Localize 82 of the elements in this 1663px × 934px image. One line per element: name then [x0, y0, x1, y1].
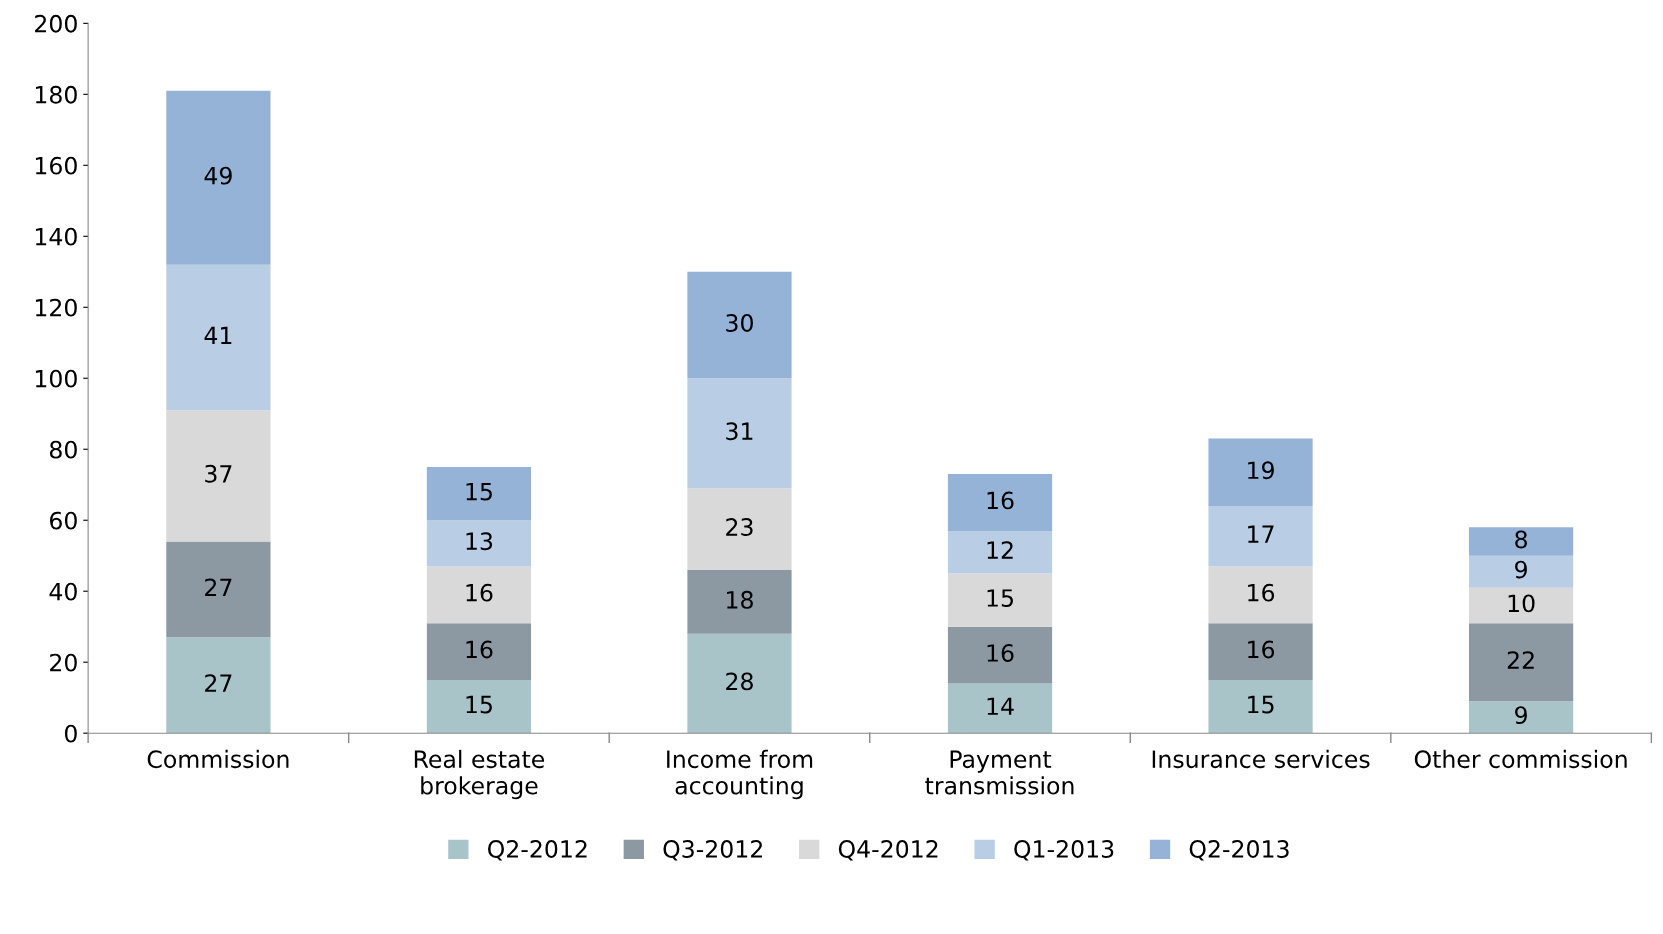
bar: [166, 410, 271, 542]
data-label: 41: [204, 326, 232, 344]
data-label: 19: [1248, 461, 1274, 480]
bar: [1208, 623, 1313, 680]
data-label: 13: [466, 532, 493, 551]
data-label: 17: [1248, 525, 1274, 543]
data-label: 28: [726, 672, 753, 691]
data-label: 16: [1248, 640, 1275, 659]
bar: [166, 90, 271, 265]
data-label: 37: [205, 464, 232, 483]
bar: [1468, 527, 1574, 556]
bar: [1468, 623, 1574, 702]
y-tick-label: 200: [35, 14, 77, 33]
y-tick-label: 40: [49, 582, 77, 601]
bar: [687, 488, 792, 570]
data-label: 15: [466, 482, 492, 501]
data-label: 16: [1248, 583, 1275, 602]
data-label: 15: [987, 589, 1013, 607]
bar: [947, 683, 1053, 734]
data-label: 31: [726, 422, 753, 441]
data-label: 22: [1507, 651, 1534, 669]
y-tick-label: 80: [49, 440, 77, 459]
x-tick-label: Payment transmission: [925, 750, 1074, 795]
bar: [1468, 555, 1574, 588]
data-label: 12: [987, 541, 1013, 559]
data-label: 18: [727, 590, 753, 609]
data-label: 16: [987, 644, 1014, 662]
x-tick-label: Income from accounting: [667, 749, 813, 800]
bar: [426, 520, 532, 567]
bar: [1208, 566, 1313, 624]
bar: [166, 264, 271, 411]
data-label: 27: [205, 674, 232, 692]
bar: [687, 378, 792, 489]
y-tick-label: 120: [35, 298, 77, 317]
y-tick-label: 140: [35, 227, 77, 246]
y-tick-label: 20: [50, 653, 77, 672]
bar: [1208, 506, 1313, 567]
bar: [687, 569, 792, 634]
legend-label: Q2-2013: [1189, 840, 1289, 861]
x-tick-label: Real estate brokerage: [414, 749, 545, 800]
bar: [687, 271, 792, 379]
bar: [426, 467, 532, 521]
legend-label: Q2-2012: [488, 840, 587, 861]
bar: [166, 541, 271, 638]
y-tick-label: 100: [35, 369, 77, 388]
bar: [947, 474, 1053, 531]
bar: [426, 623, 532, 680]
bar: [1208, 438, 1313, 507]
bar: [426, 566, 532, 624]
data-label: 49: [204, 166, 232, 185]
legend-label: Q3-2012: [663, 840, 762, 861]
data-label: 30: [726, 314, 753, 332]
bar: [1468, 701, 1574, 734]
legend-label: Q1-2013: [1014, 840, 1114, 861]
data-label: 23: [726, 518, 753, 536]
data-label: 9: [1515, 706, 1527, 725]
bar: [947, 626, 1053, 684]
y-tick-label: 180: [35, 85, 77, 104]
data-label: 9: [1515, 560, 1527, 579]
bar: [1468, 587, 1574, 624]
data-label: 14: [987, 697, 1014, 715]
y-tick-label: 0: [64, 724, 77, 743]
data-label: 15: [1248, 695, 1274, 714]
bar: [947, 573, 1053, 627]
data-label: 15: [466, 695, 492, 714]
bar: [687, 633, 792, 734]
x-tick-label: Other commission: [1414, 749, 1627, 769]
x-tick-label: Commission: [147, 749, 289, 769]
data-label: 16: [987, 491, 1014, 510]
data-label: 27: [205, 578, 232, 596]
legend-label: Q4-2012: [838, 840, 938, 861]
x-tick-label: Insurance services: [1152, 749, 1370, 769]
bar: [1208, 679, 1313, 734]
data-label: 10: [1508, 594, 1535, 613]
bar: [947, 530, 1053, 574]
y-tick-label: 160: [35, 156, 77, 175]
bar: [166, 637, 271, 734]
y-tick-label: 60: [50, 511, 77, 530]
data-label: 16: [466, 583, 493, 602]
bar: [426, 679, 532, 734]
data-label: 8: [1515, 530, 1527, 549]
data-label: 16: [466, 640, 493, 659]
